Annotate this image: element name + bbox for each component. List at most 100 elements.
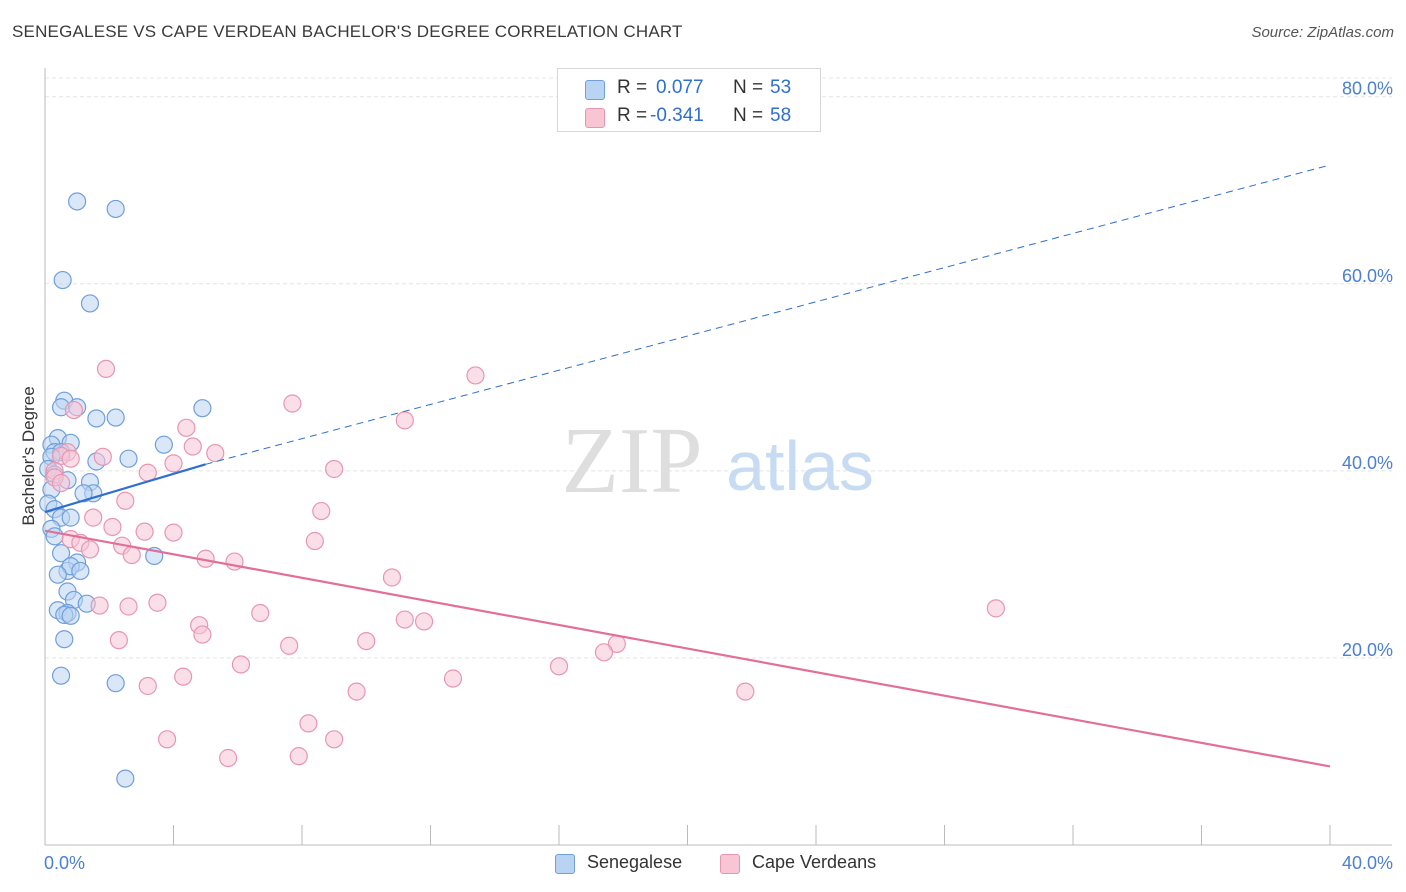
cape-verdean-point bbox=[289, 747, 308, 766]
legend-swatch-cape-verdeans bbox=[585, 108, 605, 128]
cape-verdean-point bbox=[164, 523, 183, 542]
cape-verdean-point bbox=[148, 593, 167, 612]
cape-verdean-point bbox=[395, 610, 414, 629]
trend-lines bbox=[44, 164, 1331, 768]
axes bbox=[44, 68, 1392, 846]
cape-verdean-point bbox=[164, 454, 183, 473]
senegalese-point bbox=[106, 199, 125, 219]
y-tick-label: 20.0% bbox=[1342, 640, 1393, 660]
cape-verdean-point bbox=[594, 643, 614, 662]
cape-verdean-point bbox=[90, 596, 109, 615]
cape-verdean-point bbox=[64, 400, 84, 420]
y-axis-title: Bachelor's Degree bbox=[19, 386, 38, 525]
bottom-legend-swatch-senegalese bbox=[555, 854, 575, 874]
correlation-legend: R = 0.077 N = 53 R = -0.341 N = 58 bbox=[557, 68, 821, 132]
senegalese-point bbox=[119, 449, 138, 468]
y-tick-label: 60.0% bbox=[1342, 266, 1393, 286]
senegalese-point bbox=[51, 666, 71, 685]
cape-verdean-point bbox=[466, 366, 485, 385]
senegalese-point bbox=[116, 769, 135, 788]
senegalese-point bbox=[106, 674, 125, 693]
legend-n-label: N = bbox=[733, 105, 764, 126]
legend-n-value-cape-verdeans: 58 bbox=[770, 105, 792, 126]
legend-r-value-cape-verdeans: -0.341 bbox=[650, 105, 704, 126]
x-tick-label-max: 40.0% bbox=[1342, 853, 1393, 873]
legend-r-label: R = bbox=[617, 77, 648, 98]
cape-verdean-point bbox=[395, 411, 414, 430]
cape-verdean-point bbox=[96, 359, 116, 378]
cape-verdean-point bbox=[299, 714, 318, 733]
senegalese-point bbox=[193, 399, 212, 418]
cape-verdean-point bbox=[305, 531, 324, 551]
cape-verdean-point bbox=[177, 418, 196, 437]
legend-swatch-senegalese bbox=[585, 80, 605, 100]
senegalese-point bbox=[68, 192, 87, 211]
cape-verdean-point bbox=[119, 597, 138, 616]
bottom-legend-label-cape-verdeans: Cape Verdeans bbox=[752, 852, 877, 872]
axis-labels: 20.0% 40.0% 60.0% 80.0% 0.0% 40.0% Bachelor's … bbox=[19, 79, 1393, 873]
senegalese-point bbox=[53, 270, 72, 290]
cape-verdean-point bbox=[206, 443, 225, 463]
cape-verdean-point bbox=[325, 730, 344, 749]
senegalese-point bbox=[74, 484, 93, 503]
grid-lines bbox=[45, 77, 1392, 659]
cape-verdean-point bbox=[51, 473, 71, 493]
cape-verdean-point bbox=[251, 603, 270, 623]
senegalese-point bbox=[51, 544, 71, 563]
cape-verdean-point bbox=[93, 447, 112, 466]
cape-verdean-trend-solid bbox=[44, 529, 1331, 768]
cape-verdean-point bbox=[84, 508, 103, 527]
legend-row-cape-verdeans: R = -0.341 N = 58 bbox=[558, 101, 820, 129]
cape-verdean-point bbox=[325, 459, 344, 479]
cape-verdean-point bbox=[135, 522, 154, 541]
legend-r-label: R = bbox=[617, 105, 648, 126]
cape-verdean-point bbox=[103, 517, 122, 537]
cape-verdean-point bbox=[280, 636, 299, 655]
cape-verdean-point bbox=[61, 449, 80, 468]
cape-verdean-point bbox=[347, 682, 366, 701]
cape-verdean-point bbox=[138, 676, 157, 696]
cape-verdean-point bbox=[174, 667, 193, 686]
data-points bbox=[39, 192, 1006, 788]
cape-verdean-point bbox=[357, 631, 376, 651]
senegalese-point bbox=[71, 561, 90, 581]
cape-verdean-point bbox=[109, 631, 128, 650]
cape-verdean-point bbox=[549, 657, 569, 676]
bottom-legend-swatch-cape-verdeans bbox=[720, 854, 740, 874]
legend-n-value-senegalese: 53 bbox=[770, 77, 792, 98]
senegalese-point bbox=[106, 408, 125, 427]
senegalese-point bbox=[55, 630, 74, 649]
cape-verdean-point bbox=[219, 748, 238, 768]
senegalese-point bbox=[154, 435, 173, 454]
cape-verdean-point bbox=[231, 655, 251, 674]
senegalese-point bbox=[61, 508, 80, 527]
y-tick-label: 80.0% bbox=[1342, 79, 1393, 99]
cape-verdean-point bbox=[122, 545, 141, 565]
cape-verdean-point bbox=[736, 682, 755, 701]
senegalese-point bbox=[48, 565, 67, 584]
source-credit: Source: ZipAtlas.com bbox=[1251, 24, 1394, 41]
cape-verdean-point bbox=[443, 669, 463, 688]
y-tick-label: 40.0% bbox=[1342, 453, 1393, 473]
senegalese-point bbox=[80, 294, 100, 313]
cape-verdean-point bbox=[414, 612, 434, 631]
watermark-zip: ZIP bbox=[562, 409, 703, 513]
legend-row-senegalese: R = 0.077 N = 53 bbox=[558, 73, 820, 101]
legend-n-label: N = bbox=[733, 77, 764, 98]
senegalese-trend-solid bbox=[44, 463, 206, 514]
cape-verdean-point bbox=[183, 437, 202, 456]
cape-verdean-point bbox=[382, 568, 402, 587]
cape-verdean-point bbox=[312, 501, 331, 521]
watermark: ZIP atlas bbox=[562, 409, 874, 513]
x-tick-label-min: 0.0% bbox=[44, 853, 85, 873]
senegalese-point bbox=[87, 409, 106, 428]
cape-verdean-point bbox=[986, 599, 1006, 618]
cape-verdean-point bbox=[193, 625, 212, 644]
senegalese-trend-dashed bbox=[205, 164, 1331, 465]
cape-verdean-point bbox=[80, 540, 100, 559]
chart-title: SENEGALESE VS CAPE VERDEAN BACHELOR'S DE… bbox=[12, 22, 683, 41]
cape-verdean-point bbox=[157, 730, 177, 749]
cape-verdean-point bbox=[283, 394, 302, 413]
legend-r-value-senegalese: 0.077 bbox=[656, 77, 704, 98]
